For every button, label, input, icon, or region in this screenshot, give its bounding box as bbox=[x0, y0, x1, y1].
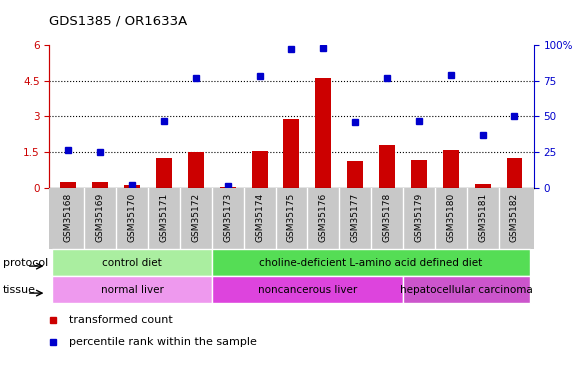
Text: GSM35181: GSM35181 bbox=[478, 192, 487, 242]
Text: GSM35176: GSM35176 bbox=[319, 192, 328, 242]
Bar bbox=[220, 187, 235, 188]
Text: GSM35175: GSM35175 bbox=[287, 192, 296, 242]
Text: GSM35173: GSM35173 bbox=[223, 192, 232, 242]
Bar bbox=[347, 161, 363, 188]
Bar bbox=[52, 249, 212, 276]
Text: GSM35171: GSM35171 bbox=[160, 192, 169, 242]
Bar bbox=[284, 118, 299, 188]
Bar bbox=[52, 276, 212, 303]
Text: GSM35169: GSM35169 bbox=[96, 192, 105, 242]
Bar bbox=[124, 185, 140, 188]
Bar bbox=[379, 145, 395, 188]
Text: GSM35180: GSM35180 bbox=[446, 192, 455, 242]
Text: transformed count: transformed count bbox=[69, 315, 172, 325]
Bar bbox=[60, 182, 77, 188]
Bar bbox=[316, 78, 331, 188]
Bar bbox=[411, 160, 427, 188]
Text: GSM35170: GSM35170 bbox=[128, 192, 137, 242]
Text: GSM35168: GSM35168 bbox=[64, 192, 73, 242]
Text: GSM35174: GSM35174 bbox=[255, 192, 264, 242]
Text: noncancerous liver: noncancerous liver bbox=[258, 285, 357, 295]
Bar bbox=[212, 249, 531, 276]
Text: GSM35177: GSM35177 bbox=[351, 192, 360, 242]
Bar bbox=[92, 182, 108, 188]
Bar bbox=[474, 184, 491, 188]
Bar bbox=[188, 152, 204, 188]
Text: control diet: control diet bbox=[102, 258, 162, 268]
Text: GSM35179: GSM35179 bbox=[414, 192, 423, 242]
Text: percentile rank within the sample: percentile rank within the sample bbox=[69, 337, 257, 347]
Bar bbox=[403, 276, 531, 303]
Text: GDS1385 / OR1633A: GDS1385 / OR1633A bbox=[49, 15, 187, 28]
Text: normal liver: normal liver bbox=[101, 285, 164, 295]
Bar bbox=[212, 276, 403, 303]
Text: tissue: tissue bbox=[3, 285, 36, 295]
Bar bbox=[156, 158, 172, 188]
Text: GSM35178: GSM35178 bbox=[383, 192, 392, 242]
Text: hepatocellular carcinoma: hepatocellular carcinoma bbox=[400, 285, 533, 295]
Text: GSM35182: GSM35182 bbox=[510, 192, 519, 242]
Text: protocol: protocol bbox=[3, 258, 48, 268]
Text: choline-deficient L-amino acid defined diet: choline-deficient L-amino acid defined d… bbox=[259, 258, 483, 268]
Bar bbox=[443, 150, 459, 188]
Bar bbox=[252, 151, 267, 188]
Text: GSM35172: GSM35172 bbox=[191, 192, 200, 242]
Bar bbox=[506, 158, 523, 188]
